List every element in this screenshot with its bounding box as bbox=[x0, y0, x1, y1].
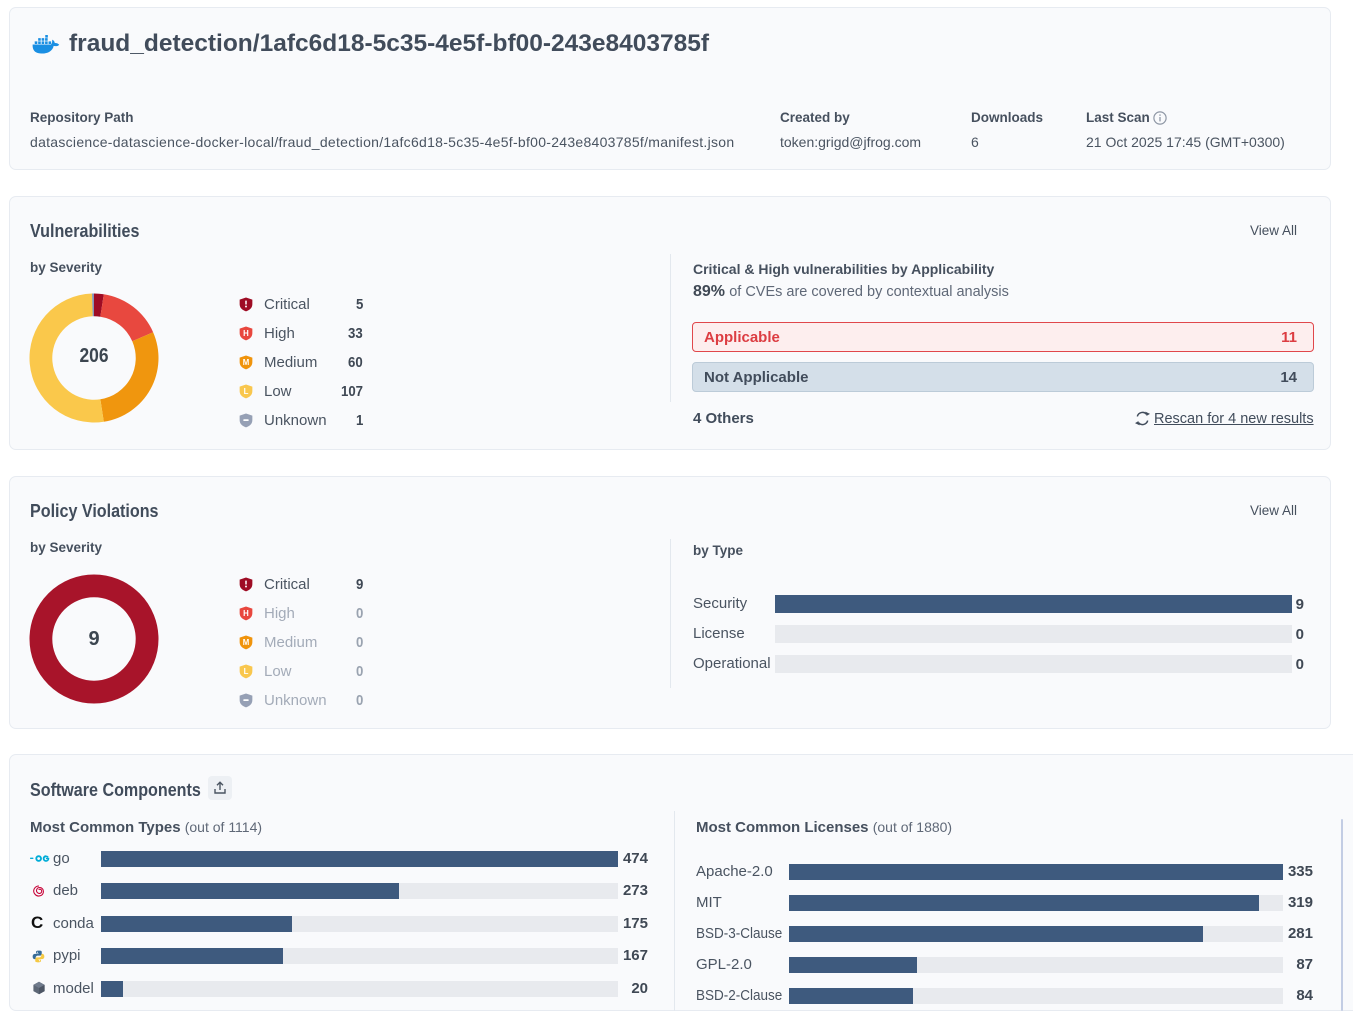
svg-text:M: M bbox=[242, 358, 249, 367]
svg-text:M: M bbox=[242, 638, 249, 647]
svg-text:L: L bbox=[243, 667, 248, 676]
svg-text:H: H bbox=[243, 609, 249, 618]
svg-text:H: H bbox=[243, 329, 249, 338]
svg-text:L: L bbox=[243, 387, 248, 396]
